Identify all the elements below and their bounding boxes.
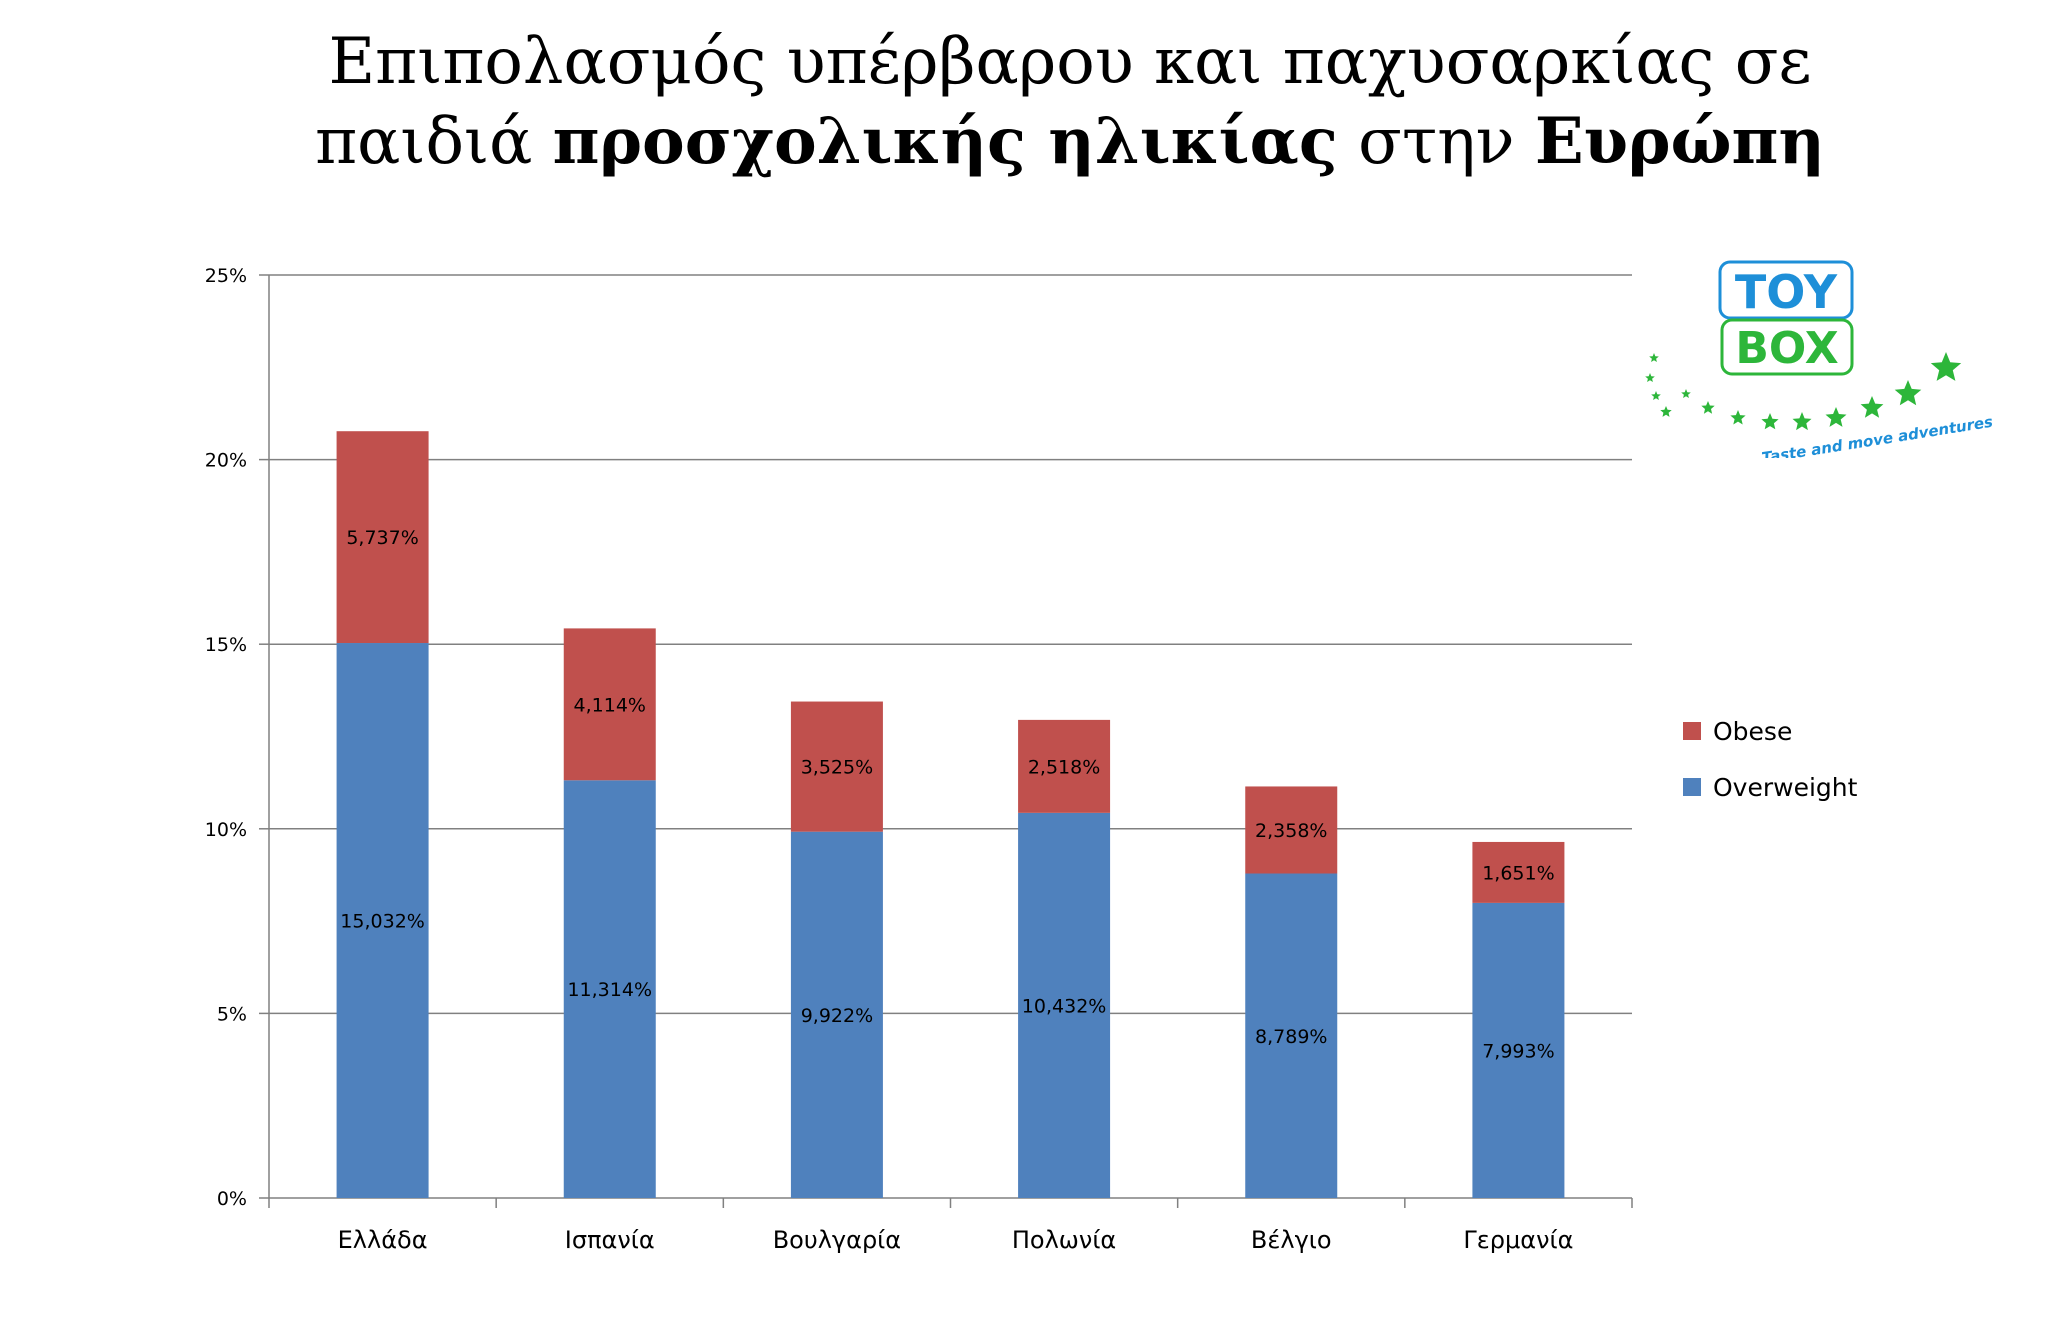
x-tick-label: Γερμανία [1463,1226,1573,1254]
y-tick-label: 5% [217,1003,247,1025]
bar-overweight-2 [790,831,883,1198]
data-label-obese: 3,525% [801,757,873,779]
data-label-overweight: 7,993% [1482,1040,1554,1062]
data-label-obese: 2,358% [1255,820,1327,842]
x-tick-label: Βουλγαρία [773,1226,901,1254]
logo-star-icon [1825,407,1847,427]
bar-obese-5 [1472,841,1565,903]
logo-star-icon [1701,401,1715,414]
title-line-2: παιδιά προσχολικής ηλικίας στην Ευρώπη [0,102,2058,182]
x-tick-label: Πολωνία [1012,1226,1116,1254]
bar-overweight-0 [336,643,429,1198]
bar-obese-2 [790,701,883,832]
bar-overweight-4 [1245,873,1338,1198]
data-label-obese: 1,651% [1482,862,1554,884]
logo-stars [1645,352,1962,431]
title-text-2: στην [1337,105,1535,179]
title-text-1: παιδιά [315,105,553,179]
bar-obese-1 [563,628,656,781]
legend-label-overweight: Overweight [1713,773,1858,802]
bar-overweight-1 [563,780,656,1198]
title-bold-2: Ευρώπη [1534,104,1825,179]
y-tick-label: 25% [205,265,247,287]
logo-star-icon [1651,391,1661,400]
chart-title: Επιπολασμός υπέρβαρου και παχυσαρκίας σε… [0,22,2058,182]
logo-star-icon [1649,353,1659,362]
legend-swatch-obese [1683,722,1701,740]
y-tick-label: 15% [205,634,247,656]
bar-obese-0 [336,431,429,644]
y-tick-label: 10% [205,819,247,841]
data-label-overweight: 11,314% [567,979,652,1001]
title-bold-1: προσχολικής ηλικίας [552,104,1338,179]
logo-word-box: BOX [1720,318,1854,376]
logo-star-icon [1645,373,1655,382]
data-label-overweight: 8,789% [1255,1026,1327,1048]
data-label-obese: 4,114% [574,694,646,716]
y-tick-label: 20% [205,450,247,472]
data-label-overweight: 10,432% [1022,995,1107,1017]
logo-star-icon [1894,380,1922,406]
toybox-logo: TOY BOX Taste and move adventures [1645,260,1994,458]
y-tick-label: 0% [217,1188,247,1210]
logo-star-icon [1761,413,1779,430]
logo-star-icon [1792,412,1812,431]
bar-overweight-5 [1472,902,1565,1198]
data-label-overweight: 9,922% [801,1005,873,1027]
bar-obese-3 [1018,719,1111,813]
title-line-1: Επιπολασμός υπέρβαρου και παχυσαρκίας σε [328,25,1812,99]
logo-word-toy: TOY [1718,260,1854,320]
data-label-overweight: 15,032% [340,911,425,933]
logo-star-icon [1730,410,1746,425]
data-label-obese: 2,518% [1028,756,1100,778]
logo-box-text: BOX [1735,323,1838,374]
logo-star-icon [1681,389,1691,398]
logo-star-icon [1930,352,1962,381]
logo-star-icon [1660,406,1672,417]
logo-toy-text: TOY [1735,265,1838,319]
data-label-obese: 5,737% [346,527,418,549]
logo-star-icon [1860,396,1884,418]
bar-overweight-3 [1018,812,1111,1198]
legend-label-obese: Obese [1713,717,1792,746]
bar-obese-4 [1245,786,1338,874]
x-tick-label: Ελλάδα [338,1226,428,1254]
x-tick-label: Ισπανία [565,1226,655,1254]
legend-swatch-overweight [1683,778,1701,796]
x-tick-label: Βέλγιο [1251,1226,1332,1254]
